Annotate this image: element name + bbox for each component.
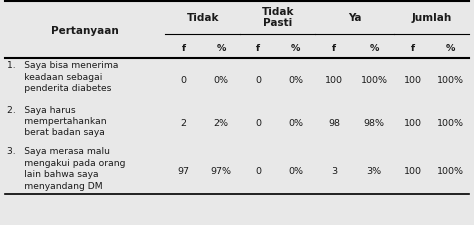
Text: 0%: 0%	[288, 166, 303, 175]
Text: 100%: 100%	[361, 76, 388, 85]
Text: 100: 100	[403, 166, 421, 175]
Text: Jumlah: Jumlah	[412, 12, 452, 22]
Text: 3: 3	[331, 166, 337, 175]
Text: 0: 0	[181, 76, 186, 85]
Text: 0: 0	[255, 119, 261, 128]
Text: 2.   Saya harus
      mempertahankan
      berat badan saya: 2. Saya harus mempertahankan berat badan…	[7, 105, 107, 137]
Text: %: %	[445, 43, 455, 52]
Text: 0%: 0%	[213, 76, 228, 85]
Text: 100: 100	[325, 76, 343, 85]
Text: 98%: 98%	[364, 119, 384, 128]
Text: f: f	[332, 43, 337, 52]
Text: 2: 2	[181, 119, 186, 128]
Text: %: %	[369, 43, 379, 52]
Text: 0%: 0%	[288, 76, 303, 85]
Text: %: %	[291, 43, 301, 52]
Text: 2%: 2%	[213, 119, 228, 128]
Text: 100%: 100%	[437, 76, 464, 85]
Text: %: %	[216, 43, 226, 52]
Text: 100: 100	[403, 76, 421, 85]
Text: f: f	[182, 43, 185, 52]
Text: 0: 0	[255, 76, 261, 85]
Text: 97%: 97%	[210, 166, 231, 175]
Text: f: f	[410, 43, 415, 52]
Text: Ya: Ya	[348, 12, 362, 22]
Text: 97: 97	[177, 166, 190, 175]
Text: 3.   Saya merasa malu
      mengakui pada orang
      lain bahwa saya
      meny: 3. Saya merasa malu mengakui pada orang …	[7, 147, 126, 190]
Text: 1.   Saya bisa menerima
      keadaan sebagai
      penderita diabetes: 1. Saya bisa menerima keadaan sebagai pe…	[7, 61, 118, 93]
Text: 100%: 100%	[437, 166, 464, 175]
Text: 100%: 100%	[437, 119, 464, 128]
Text: f: f	[256, 43, 261, 52]
Text: 98: 98	[328, 119, 340, 128]
Text: 0: 0	[255, 166, 261, 175]
Text: Pertanyaan: Pertanyaan	[51, 25, 119, 35]
Text: Tidak: Tidak	[186, 12, 219, 22]
Text: 100: 100	[403, 119, 421, 128]
Text: 0%: 0%	[288, 119, 303, 128]
Text: Tidak
Pasti: Tidak Pasti	[262, 7, 294, 28]
Text: 3%: 3%	[366, 166, 382, 175]
